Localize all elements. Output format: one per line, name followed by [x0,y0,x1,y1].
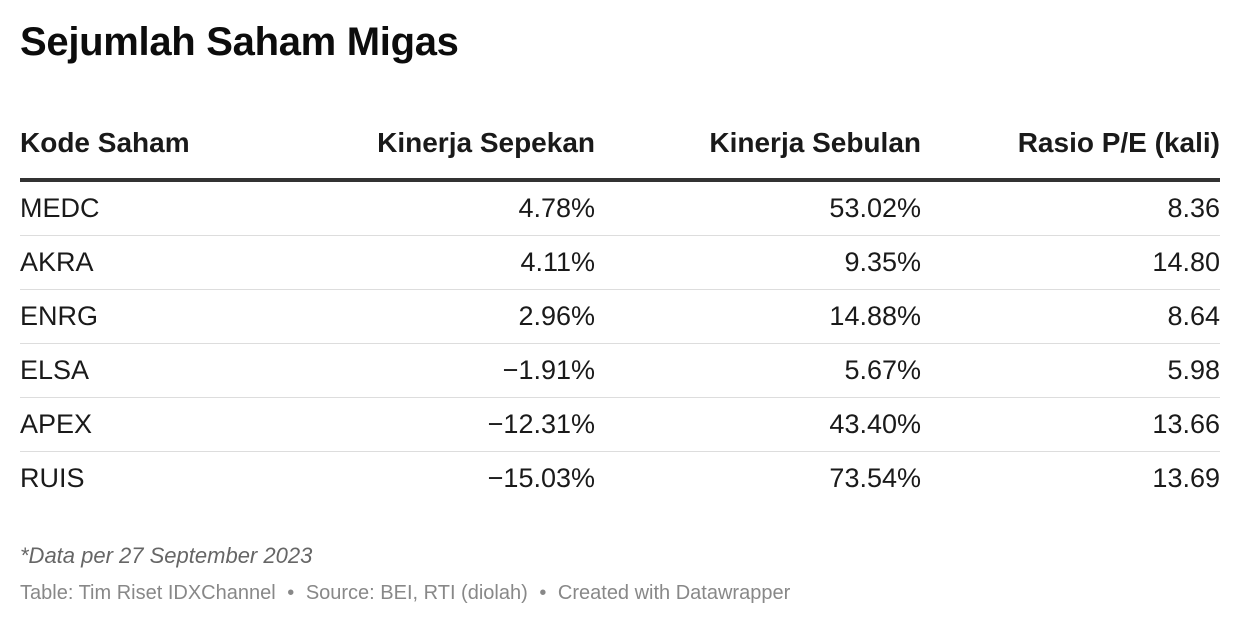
table-header: Kode Saham Kinerja Sepekan Kinerja Sebul… [20,110,1220,182]
cell-kinerja-sebulan: 5.67% [595,343,921,398]
cell-kinerja-sebulan: 14.88% [595,289,921,344]
header-row: Kode Saham Kinerja Sepekan Kinerja Sebul… [20,110,1220,182]
table-row: ELSA −1.91% 5.67% 5.98 [20,343,1220,398]
cell-kode-saham: ELSA [20,343,270,398]
cell-kode-saham: MEDC [20,180,270,236]
cell-kode-saham: AKRA [20,235,270,290]
cell-kode-saham: RUIS [20,463,85,493]
cell-rasio-pe: 8.64 [921,289,1220,344]
cell-kinerja-sebulan: 73.54% [829,463,921,493]
cell-kinerja-sepekan: −1.91% [270,343,595,398]
cell-rasio-pe: 14.80 [921,235,1220,290]
table-row: MEDC 4.78% 53.02% 8.36 [20,180,1220,236]
cell-kinerja-sepekan: 2.96% [270,289,595,344]
created-with-link[interactable]: Created with Datawrapper [557,582,791,604]
footer-separator: • [539,582,547,604]
column-header-rasio-pe[interactable]: Rasio P/E (kali) [921,110,1220,182]
cell-kinerja-sepekan: −12.31% [270,397,595,452]
source-credit: Source: BEI, RTI (diolah) [305,582,528,604]
cell-kinerja-sebulan: 9.35% [595,235,921,290]
chart-title: Sejumlah Saham Migas [20,20,459,64]
cell-kinerja-sebulan: 43.40% [595,397,921,452]
table-row: AKRA 4.11% 9.35% 14.80 [20,235,1220,290]
data-table: Kode Saham Kinerja Sepekan Kinerja Sebul… [20,110,1220,505]
column-header-kinerja-sebulan[interactable]: Kinerja Sebulan [595,110,921,182]
column-header-kinerja-sepekan[interactable]: Kinerja Sepekan [270,110,595,182]
cell-kode-saham: APEX [20,397,270,452]
cell-kode-saham: ENRG [20,289,270,344]
cell-rasio-pe: 13.69 [1152,463,1220,493]
cell-rasio-pe: 8.36 [921,180,1220,236]
footer-separator: • [287,582,295,604]
cell-kinerja-sepekan: −15.03% [487,463,595,493]
cell-kinerja-sepekan: 4.78% [270,180,595,236]
table-row: APEX −12.31% 43.40% 13.66 [20,397,1220,452]
table-row: RUIS −15.03% 73.54% 13.69 [20,452,1220,506]
cell-rasio-pe: 5.98 [921,343,1220,398]
column-header-kode-saham[interactable]: Kode Saham [20,110,270,182]
table-body: MEDC 4.78% 53.02% 8.36 AKRA 4.11% 9.35% … [20,180,1220,505]
cell-kinerja-sepekan: 4.11% [270,235,595,290]
cell-kinerja-sebulan: 53.02% [595,180,921,236]
cell-rasio-pe: 13.66 [921,397,1220,452]
table-credit: Table: Tim Riset IDXChannel [20,582,276,604]
footer: Table: Tim Riset IDXChannel • Source: BE… [20,582,790,605]
data-note: *Data per 27 September 2023 [20,543,313,568]
table-row: ENRG 2.96% 14.88% 8.64 [20,289,1220,344]
